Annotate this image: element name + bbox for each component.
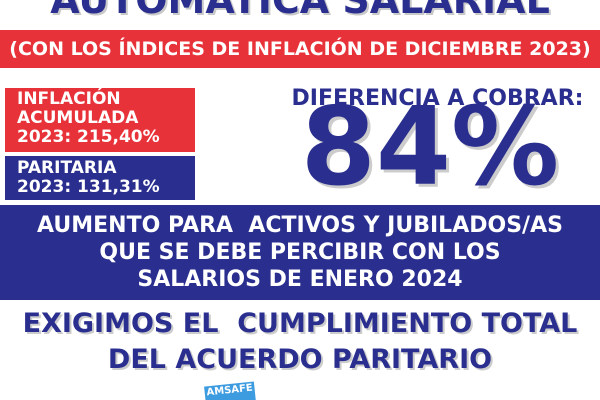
- difference-label: DIFERENCIA A COBRAR:: [291, 86, 584, 111]
- paritaria-line: PARITARIA: [17, 158, 117, 178]
- difference-value: 84%: [300, 85, 560, 210]
- notice: AUMENTO PARA ACTIVOS Y JUBILADOS/AS QUE …: [0, 205, 600, 300]
- notice-line: AUMENTO PARA ACTIVOS Y JUBILADOS/AS: [37, 213, 563, 238]
- notice-line: QUE SE DEBE PERCIBIR CON LOS: [99, 240, 501, 265]
- notice-line: SALARIOS DE ENERO 2024: [137, 267, 463, 292]
- inflation-box: INFLACIÓN ACUMULADA 2023: 215,40%: [5, 88, 195, 152]
- inflation-line: INFLACIÓN: [17, 89, 121, 109]
- paritaria-box: PARITARIA 2023: 131,31%: [5, 156, 195, 200]
- subtitle: (CON LOS ÍNDICES DE INFLACIÓN DE DICIEMB…: [0, 30, 600, 68]
- logo: AMSAFE: [204, 381, 256, 400]
- paritaria-line: 2023: 131,31%: [17, 177, 160, 197]
- demand: EXIGIMOS EL CUMPLIMIENTO TOTAL DEL ACUER…: [0, 306, 600, 378]
- inflation-line: 2023: 215,40%: [17, 127, 160, 147]
- inflation-line: ACUMULADA: [17, 108, 139, 128]
- title: AUTOMÁTICA SALARIAL: [50, 0, 550, 22]
- demand-line: EXIGIMOS EL CUMPLIMIENTO TOTAL: [22, 308, 578, 339]
- demand-line: DEL ACUERDO PARITARIO: [107, 344, 493, 375]
